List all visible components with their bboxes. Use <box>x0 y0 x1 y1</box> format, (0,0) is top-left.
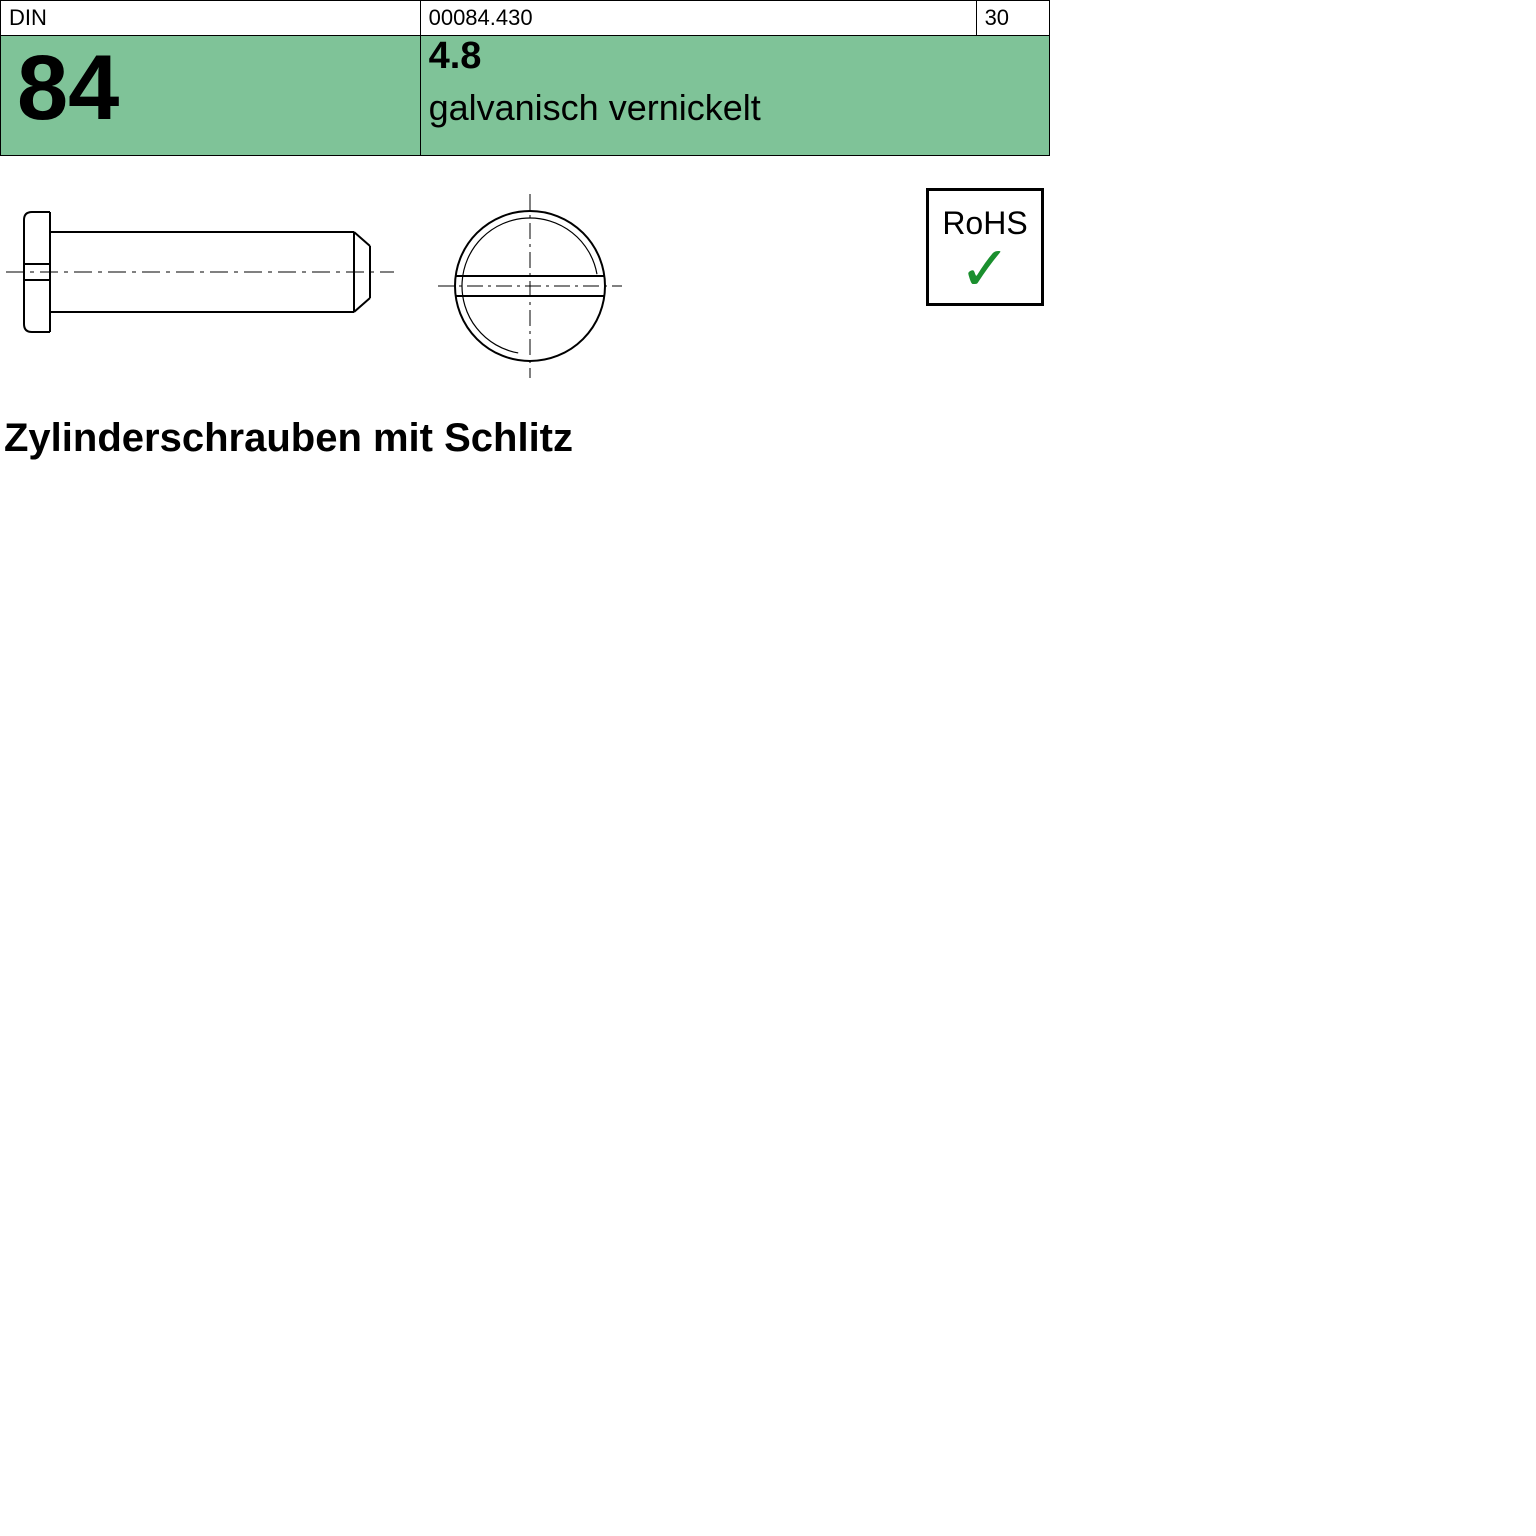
check-icon: ✓ <box>929 248 1041 291</box>
header-table: DIN 00084.430 30 84 4.8 galvanisch verni… <box>0 0 1050 156</box>
right-num-cell: 30 <box>976 1 1049 36</box>
datasheet-content: DIN 00084.430 30 84 4.8 galvanisch verni… <box>0 0 1050 461</box>
din-number-cell: 84 <box>1 36 421 156</box>
screw-front-view-icon <box>430 186 630 386</box>
diagram-row: RoHS ✓ <box>0 176 1050 376</box>
rohs-badge: RoHS ✓ <box>926 188 1044 306</box>
product-code: 00084.430 <box>429 5 533 30</box>
din-number: 84 <box>9 36 412 134</box>
din-label-cell: DIN <box>1 1 421 36</box>
material-grade: 4.8 <box>429 36 1041 78</box>
spec-cell: 4.8 galvanisch vernickelt <box>420 36 1049 156</box>
code-cell: 00084.430 <box>420 1 976 36</box>
table-row: 84 4.8 galvanisch vernickelt <box>1 36 1050 156</box>
page: DIN 00084.430 30 84 4.8 galvanisch verni… <box>0 0 1536 1536</box>
product-title: Zylinderschrauben mit Schlitz <box>4 416 1050 461</box>
screw-side-view-icon <box>4 202 404 342</box>
din-label: DIN <box>9 5 47 30</box>
table-row: DIN 00084.430 30 <box>1 1 1050 36</box>
surface-finish: galvanisch vernickelt <box>429 86 1041 129</box>
right-number: 30 <box>985 5 1009 30</box>
